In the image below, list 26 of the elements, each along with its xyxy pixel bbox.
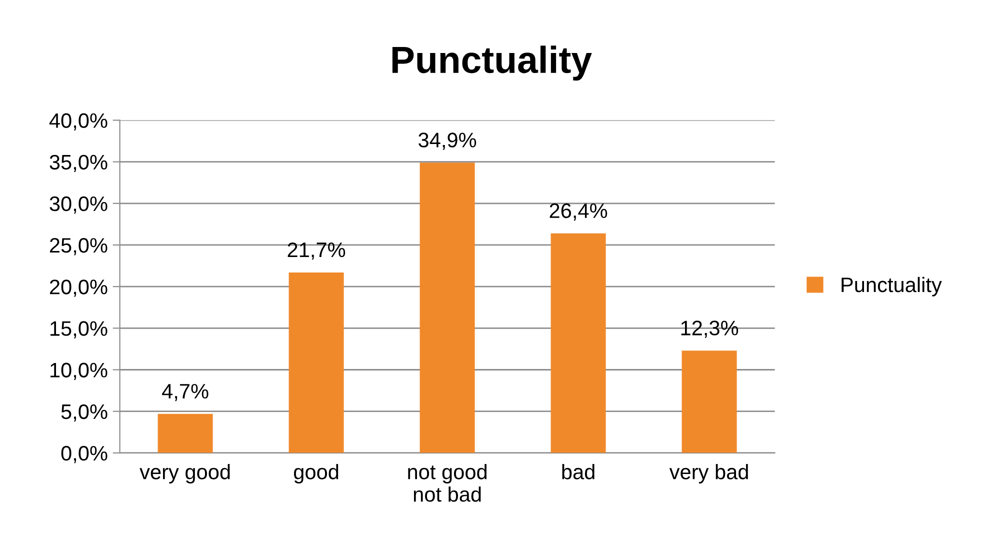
bar [158,414,213,453]
y-tick-label: 15,0% [50,321,108,338]
x-tick-label: bad [562,464,594,480]
bar [420,162,475,453]
data-label: 26,4% [550,203,608,221]
y-tick-label: 5,0% [61,404,108,422]
y-tick-label: 25,0% [50,238,108,256]
chart-title: Punctuality [392,46,592,81]
bar [550,233,606,453]
legend-label: Punctuality [842,276,942,296]
data-label: 34,9% [418,132,476,150]
y-tick-label: 40,0% [49,113,108,130]
data-label: 21,7% [288,242,346,260]
bar [288,272,344,453]
x-tick-label: very good [140,464,230,484]
data-label: 4,7% [162,384,208,402]
y-tick-label: 20,0% [50,280,108,297]
bar [682,350,737,453]
y-tick-label: 10,0% [50,362,108,380]
x-tick-label: very bad [669,464,748,484]
x-tick-label: good [294,464,338,484]
x-tick-label: not good not bad [408,464,487,502]
y-tick-label: 35,0% [50,154,108,172]
data-label: 12,3% [681,320,738,338]
y-tick-label: 30,0% [50,196,108,214]
y-tick-label: 0,0% [61,446,108,464]
